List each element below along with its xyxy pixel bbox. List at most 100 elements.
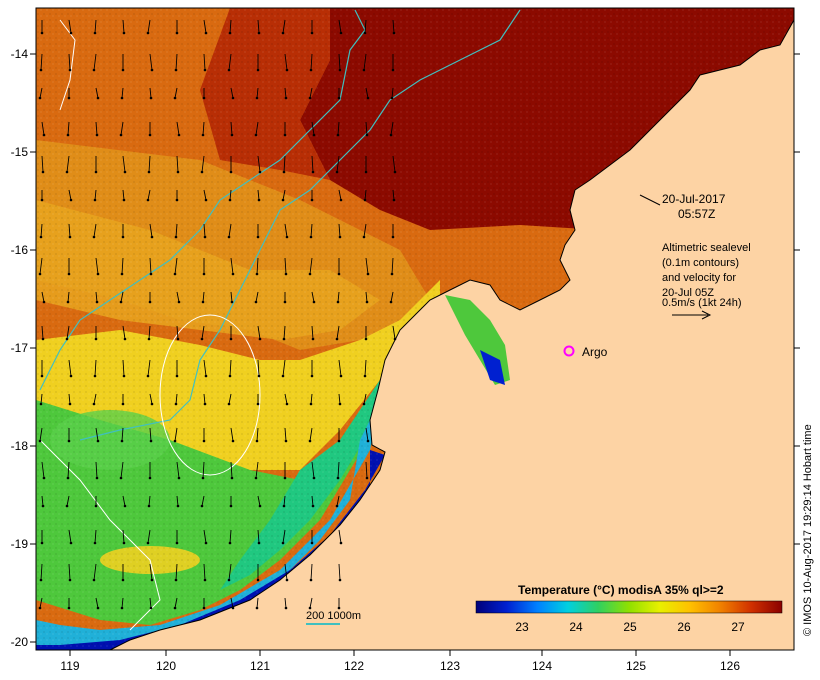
velocity-arrow-head bbox=[365, 300, 369, 304]
velocity-arrow bbox=[309, 257, 313, 275]
velocity-arrow-head bbox=[146, 31, 150, 35]
velocity-arrow bbox=[390, 291, 394, 303]
velocity-arrow-head bbox=[228, 374, 232, 378]
velocity-arrow bbox=[176, 495, 179, 507]
velocity-arrow-head bbox=[310, 374, 314, 378]
velocity-arrow-head bbox=[93, 541, 97, 545]
velocity-arrow-head bbox=[96, 439, 100, 443]
velocity-arrow-head bbox=[41, 337, 45, 341]
velocity-arrow bbox=[41, 291, 45, 303]
velocity-arrow-head bbox=[335, 337, 339, 341]
velocity-arrow-head bbox=[281, 31, 285, 35]
velocity-arrow bbox=[201, 495, 205, 507]
velocity-arrow-head bbox=[228, 541, 232, 545]
sealevel-contour bbox=[59, 19, 76, 111]
velocity-arrow bbox=[149, 427, 152, 442]
velocity-arrow bbox=[149, 53, 153, 71]
velocity-arrow bbox=[95, 291, 98, 303]
velocity-arrow-head bbox=[150, 402, 154, 406]
velocity-arrow-head bbox=[308, 272, 312, 276]
velocity-arrow bbox=[364, 19, 367, 34]
velocity-arrow bbox=[230, 427, 234, 442]
velocity-arrow-head bbox=[258, 170, 262, 174]
velocity-arrow-head bbox=[230, 476, 234, 480]
velocity-arrow-head bbox=[312, 133, 316, 137]
velocity-arrow-head bbox=[284, 606, 288, 610]
velocity-arrow-head bbox=[312, 476, 316, 480]
plot-area: Argo 20-Jul-2017 05:57Z Altimetric seale… bbox=[36, 8, 795, 651]
velocity-arrow bbox=[122, 189, 125, 201]
velocity-arrow bbox=[40, 223, 43, 238]
velocity-arrow bbox=[94, 19, 97, 34]
colorbar-labels: 23 24 25 26 27 bbox=[515, 620, 745, 634]
velocity-arrow-head bbox=[284, 439, 288, 443]
velocity-arrow bbox=[147, 359, 151, 377]
velocity-arrow bbox=[203, 393, 206, 405]
colorbar-label: 26 bbox=[677, 620, 691, 634]
velocity-arrow bbox=[337, 291, 340, 303]
velocity-arrow bbox=[257, 495, 261, 507]
velocity-arrow bbox=[174, 87, 178, 99]
velocity-arrow-head bbox=[175, 374, 179, 378]
velocity-arrow-head bbox=[339, 31, 343, 35]
x-tick-label: 124 bbox=[532, 659, 552, 673]
velocity-arrow-head bbox=[119, 476, 123, 480]
velocity-arrow bbox=[40, 563, 43, 581]
velocity-arrow bbox=[175, 53, 178, 71]
velocity-arrow bbox=[41, 155, 44, 173]
velocity-arrow bbox=[338, 359, 342, 377]
velocity-arrow bbox=[390, 121, 394, 136]
velocity-arrow-head bbox=[173, 96, 177, 100]
velocity-arrow-head bbox=[177, 133, 181, 137]
velocity-arrow bbox=[230, 461, 233, 479]
velocity-arrow-head bbox=[256, 235, 260, 239]
velocity-arrow bbox=[95, 427, 99, 442]
velocity-arrow-head bbox=[310, 198, 314, 202]
velocity-arrow-head bbox=[93, 31, 97, 35]
velocity-arrow bbox=[95, 87, 99, 99]
coastline bbox=[109, 19, 795, 651]
sealevel-contour-sw bbox=[39, 439, 161, 631]
velocity-arrow bbox=[336, 325, 340, 340]
velocity-arrow-head bbox=[309, 402, 313, 406]
velocity-arrow-head bbox=[204, 31, 208, 35]
imos-credit: © IMOS 10-Aug-2017 19:29:14 Hobart time bbox=[802, 424, 814, 636]
velocity-arrow bbox=[41, 495, 44, 507]
velocity-arrow-head bbox=[66, 133, 70, 137]
velocity-arrow-head bbox=[65, 504, 69, 508]
velocity-arrow bbox=[122, 495, 126, 507]
velocity-arrow bbox=[284, 257, 287, 275]
velocity-arrow bbox=[176, 325, 179, 340]
velocity-arrow-head bbox=[96, 96, 100, 100]
velocity-arrow-head bbox=[283, 476, 287, 480]
velocity-arrow bbox=[365, 291, 368, 303]
legend-line-1: Altimetric sealevel bbox=[662, 242, 751, 254]
velocity-arrow-head bbox=[311, 504, 315, 508]
colorbar-title: Temperature (°C) modisA 35% ql>=2 bbox=[518, 583, 724, 597]
velocity-arrow bbox=[149, 563, 153, 581]
velocity-arrow-head bbox=[228, 198, 232, 202]
velocity-arrow-head bbox=[41, 170, 45, 174]
velocity-arrow-head bbox=[96, 606, 100, 610]
velocity-arrow-head bbox=[147, 170, 151, 174]
velocity-arrow-head bbox=[310, 31, 314, 35]
velocity-arrow-head bbox=[69, 541, 73, 545]
velocity-arrow-head bbox=[119, 300, 123, 304]
velocity-arrow bbox=[149, 393, 153, 405]
velocity-arrow-head bbox=[94, 337, 98, 341]
velocity-arrow-head bbox=[69, 374, 73, 378]
velocity-arrow-head bbox=[363, 31, 367, 35]
velocity-arrow-head bbox=[230, 300, 234, 304]
velocity-arrow-head bbox=[335, 504, 339, 508]
velocity-arrow bbox=[284, 427, 287, 442]
velocity-arrow bbox=[229, 529, 232, 544]
velocity-arrow-head bbox=[200, 504, 204, 508]
velocity-arrow-head bbox=[68, 68, 72, 72]
velocity-arrow bbox=[176, 461, 180, 479]
argo-float-marker[interactable] bbox=[563, 345, 575, 357]
velocity-arrow bbox=[338, 189, 342, 201]
velocity-arrow bbox=[39, 427, 43, 442]
velocity-arrow-head bbox=[255, 96, 259, 100]
velocity-arrow-head bbox=[362, 235, 366, 239]
velocity-arrow-head bbox=[256, 68, 260, 72]
